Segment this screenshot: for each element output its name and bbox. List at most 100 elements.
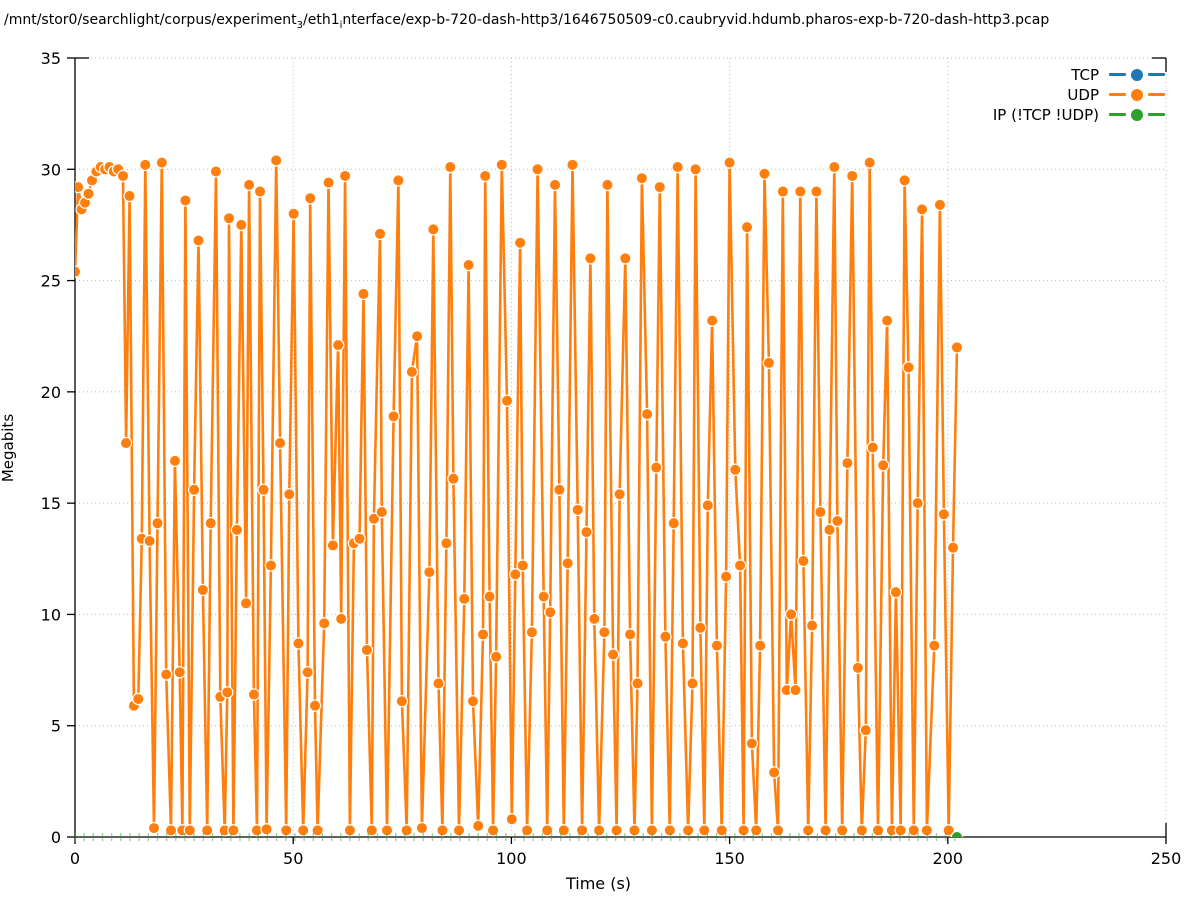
data-point bbox=[631, 677, 644, 690]
data-point bbox=[805, 619, 819, 632]
data-point bbox=[415, 821, 429, 835]
data-point bbox=[353, 532, 366, 545]
data-point bbox=[392, 174, 405, 187]
legend-label-tcp: TCP bbox=[1071, 65, 1099, 84]
data-point bbox=[835, 824, 849, 837]
data-point bbox=[776, 185, 790, 198]
data-point bbox=[705, 314, 719, 327]
data-point bbox=[264, 559, 278, 572]
data-point bbox=[196, 583, 210, 597]
data-point bbox=[331, 338, 345, 352]
data-point bbox=[227, 824, 240, 837]
data-point bbox=[610, 824, 623, 837]
data-point bbox=[280, 824, 293, 837]
data-point bbox=[253, 185, 267, 198]
data-point bbox=[375, 505, 388, 519]
svg-text:150: 150 bbox=[714, 849, 745, 868]
data-point bbox=[659, 630, 672, 643]
data-point bbox=[283, 488, 296, 501]
legend-dash-icon bbox=[1148, 113, 1165, 116]
data-point bbox=[209, 165, 223, 178]
data-point bbox=[640, 407, 654, 421]
data-point bbox=[75, 265, 82, 278]
data-point bbox=[553, 483, 566, 496]
data-point bbox=[723, 156, 736, 169]
data-point bbox=[260, 823, 273, 836]
data-point bbox=[155, 156, 169, 169]
data-point bbox=[561, 557, 574, 570]
data-point bbox=[247, 688, 261, 701]
data-point bbox=[292, 637, 305, 650]
data-point bbox=[400, 824, 413, 837]
data-point bbox=[147, 821, 161, 835]
data-point bbox=[509, 568, 522, 581]
data-point bbox=[387, 410, 400, 423]
title-text-2: /eth1 bbox=[303, 12, 340, 28]
data-point bbox=[173, 666, 186, 679]
data-point bbox=[308, 699, 322, 712]
data-point bbox=[750, 824, 763, 837]
data-point bbox=[405, 365, 419, 379]
legend-item-udp: UDP bbox=[993, 85, 1165, 104]
data-point bbox=[513, 236, 527, 249]
data-point bbox=[681, 824, 695, 837]
data-point bbox=[566, 158, 579, 172]
data-point bbox=[592, 824, 606, 837]
data-point bbox=[273, 436, 287, 450]
data-point bbox=[444, 160, 457, 174]
data-point bbox=[575, 824, 589, 837]
data-point bbox=[304, 192, 317, 205]
data-point bbox=[606, 648, 620, 661]
data-point bbox=[676, 637, 690, 650]
data-point bbox=[544, 606, 557, 619]
data-point bbox=[427, 223, 440, 236]
data-point bbox=[588, 612, 601, 626]
title-subscript-1: 3 bbox=[296, 19, 303, 31]
data-point bbox=[476, 628, 490, 641]
data-point bbox=[911, 496, 924, 510]
data-point bbox=[187, 483, 201, 496]
svg-text:0: 0 bbox=[51, 828, 61, 847]
data-point bbox=[745, 737, 759, 750]
data-point bbox=[367, 512, 381, 525]
data-point bbox=[628, 824, 641, 837]
x-axis-label: Time (s) bbox=[565, 874, 632, 893]
svg-text:5: 5 bbox=[51, 717, 61, 736]
data-point bbox=[326, 539, 340, 552]
data-point bbox=[335, 612, 348, 626]
data-point bbox=[880, 314, 894, 327]
data-point bbox=[653, 180, 666, 194]
data-point bbox=[221, 686, 234, 699]
chart-legend: TCP UDP IP (!TCP !UDP) bbox=[993, 65, 1165, 125]
data-point bbox=[950, 341, 964, 354]
data-point bbox=[357, 287, 370, 301]
data-point bbox=[667, 516, 680, 530]
title-subscript-2: i bbox=[339, 19, 343, 31]
data-point bbox=[571, 503, 584, 517]
data-point bbox=[863, 156, 876, 169]
data-point bbox=[866, 441, 879, 454]
data-point bbox=[432, 677, 445, 690]
svg-text:15: 15 bbox=[41, 494, 61, 513]
data-point bbox=[898, 174, 911, 187]
data-point bbox=[894, 824, 907, 837]
svg-text:250: 250 bbox=[1151, 849, 1182, 868]
data-point bbox=[287, 207, 300, 220]
data-point bbox=[762, 356, 776, 370]
legend-sample-udp bbox=[1109, 88, 1165, 101]
data-point bbox=[395, 695, 409, 708]
legend-label-ip: IP (!TCP !UDP) bbox=[992, 105, 1099, 124]
data-point bbox=[317, 617, 331, 630]
data-point bbox=[82, 187, 95, 200]
data-point bbox=[619, 252, 632, 265]
svg-text:200: 200 bbox=[933, 849, 964, 868]
data-point bbox=[222, 212, 236, 225]
data-point bbox=[143, 534, 156, 548]
tick-labels: 0 50 100 150 200 250 0 5 10 15 20 25 30 35 bbox=[41, 49, 1182, 868]
data-point bbox=[942, 824, 955, 837]
data-point bbox=[139, 158, 152, 172]
data-point bbox=[907, 824, 920, 837]
data-point bbox=[242, 178, 256, 192]
data-point bbox=[486, 824, 500, 837]
